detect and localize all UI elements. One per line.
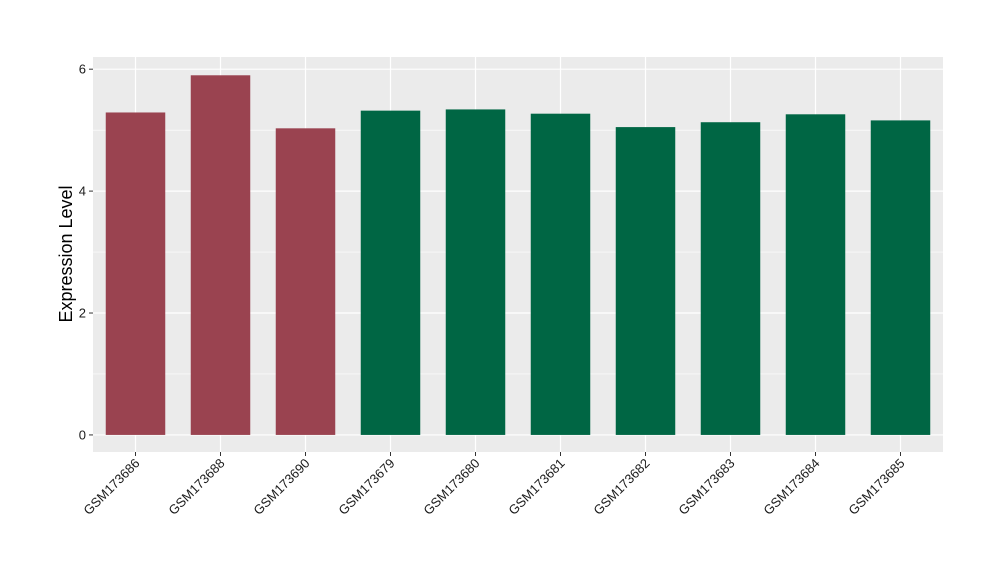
x-tick-label: GSM173683: [675, 456, 737, 518]
x-tick-label: GSM173681: [505, 456, 567, 518]
x-tick-label: GSM173680: [420, 456, 482, 518]
x-axis: GSM173686 GSM173688 GSM173690 GSM173679 GSM1…: [80, 452, 908, 518]
bar-GSM173684: [785, 114, 846, 435]
x-tick-label: GSM173682: [590, 456, 652, 518]
y-axis: 0 2 4 6: [79, 62, 93, 442]
bar-GSM173690: [275, 128, 336, 435]
bar-GSM173686: [105, 112, 166, 435]
bar-GSM173681: [530, 113, 591, 435]
y-tick-label: 4: [79, 184, 86, 199]
x-tick-label: GSM173679: [335, 456, 397, 518]
bar-GSM173679: [360, 110, 421, 435]
x-tick-label: GSM173684: [760, 456, 822, 518]
y-tick-label: 2: [79, 306, 86, 321]
x-tick-label: GSM173686: [80, 456, 142, 518]
x-tick-label: GSM173688: [165, 456, 227, 518]
bar-GSM173680: [445, 109, 506, 435]
bar-GSM173685: [870, 120, 931, 435]
x-tick-label: GSM173690: [250, 456, 312, 518]
y-axis-title: Expression Level: [56, 185, 76, 322]
y-tick-label: 0: [79, 427, 86, 442]
bar-GSM173683: [700, 122, 761, 435]
x-tick-label: GSM173685: [845, 456, 907, 518]
bar-GSM173688: [190, 75, 251, 435]
bars: [105, 75, 931, 435]
bar-GSM173682: [615, 127, 676, 435]
y-tick-label: 6: [79, 62, 86, 77]
